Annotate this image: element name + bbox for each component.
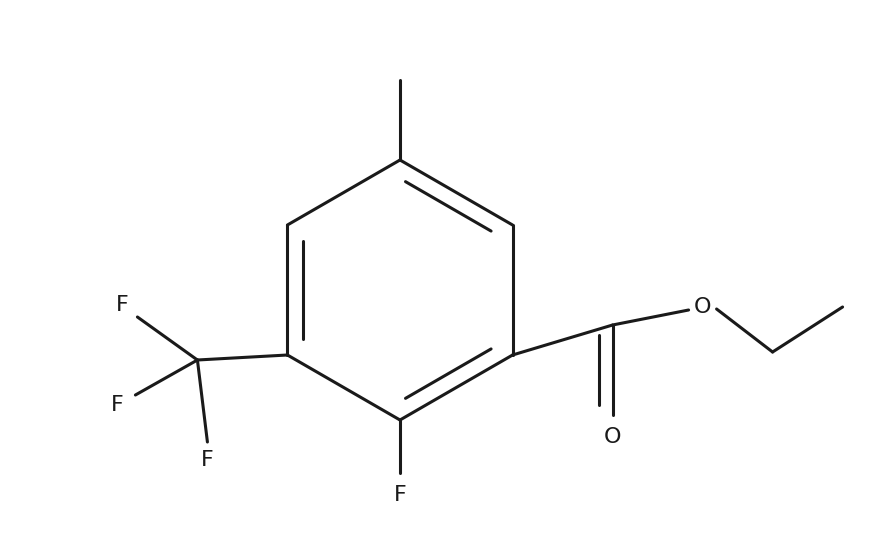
Text: F: F	[393, 485, 407, 505]
Text: O: O	[604, 427, 621, 447]
Text: F: F	[201, 450, 214, 470]
Text: F: F	[116, 295, 129, 315]
Text: F: F	[111, 395, 124, 415]
Text: O: O	[694, 297, 711, 317]
